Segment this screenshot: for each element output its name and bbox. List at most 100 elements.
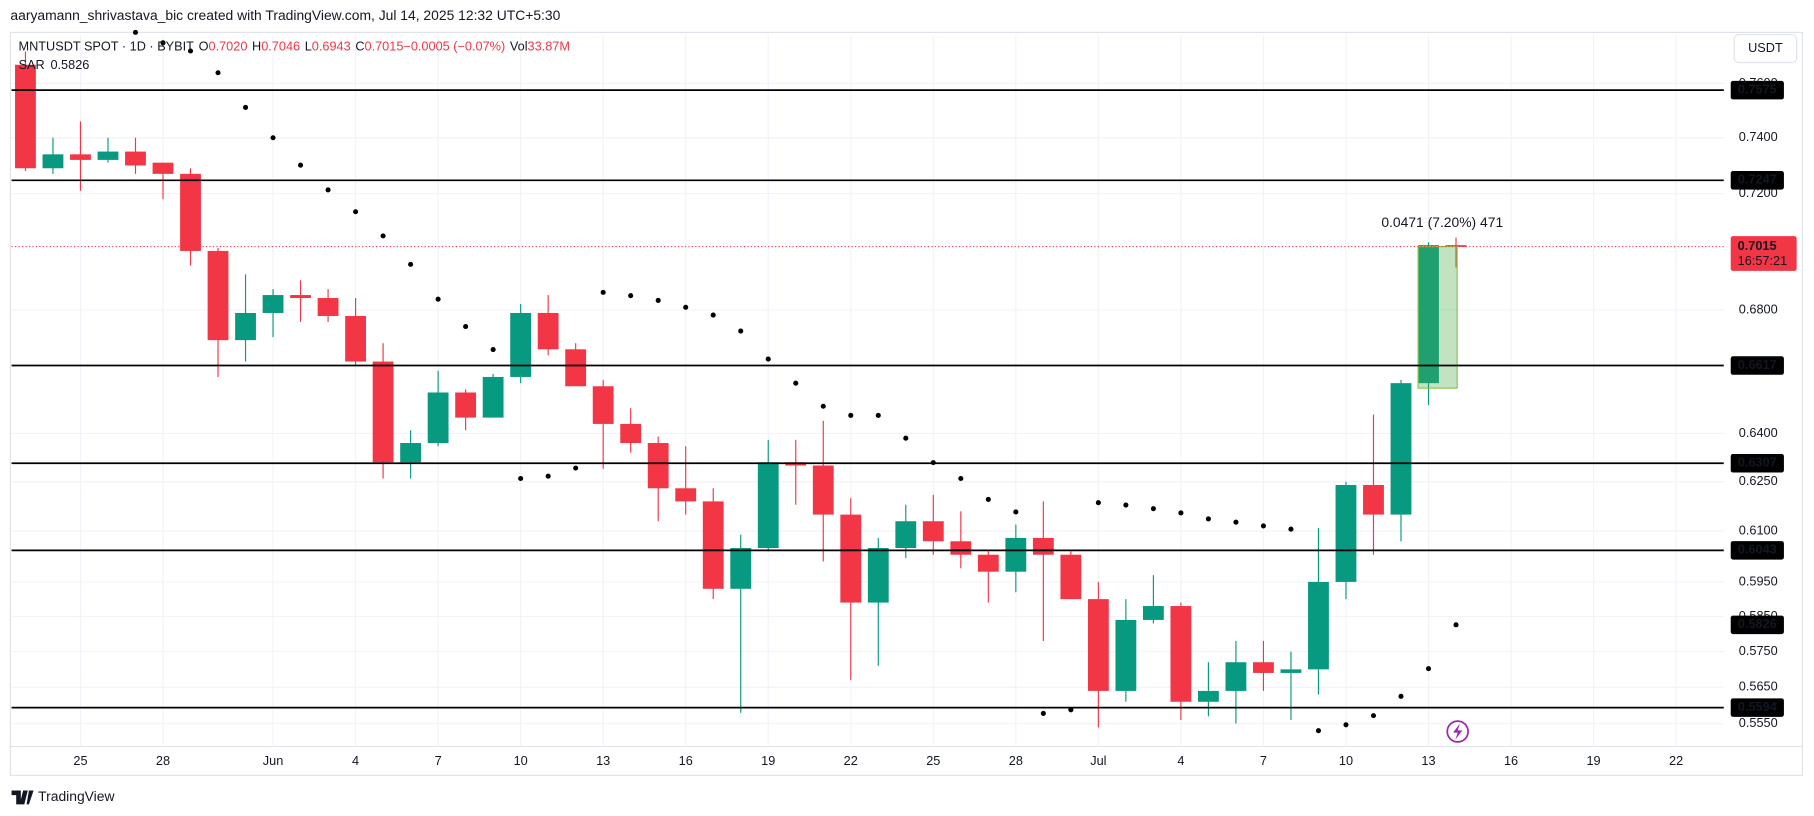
candle-body — [125, 151, 146, 166]
candle-body — [482, 376, 504, 418]
candle-body — [1418, 245, 1439, 384]
currency[interactable]: USDT — [1748, 40, 1783, 55]
legend-key: H — [252, 39, 261, 54]
candle-body — [262, 295, 284, 313]
x-tick-label: 4 — [1177, 753, 1184, 768]
sar-dot — [325, 187, 331, 193]
legend-row: MNTUSDT SPOT · 1D · BYBIT O0.7020 H0.7046 L… — [19, 39, 570, 54]
candle-body — [702, 501, 724, 589]
level-tag — [1730, 541, 1784, 560]
event-bolt — [1453, 723, 1463, 740]
sar-tag — [1730, 615, 1784, 635]
sar-dot — [1453, 622, 1459, 628]
x-tick-label: Jul — [1090, 753, 1106, 768]
candle-body — [345, 315, 366, 362]
level-label: 0.7575 — [1738, 82, 1777, 97]
candle-body — [675, 488, 697, 502]
candle-body — [1060, 554, 1082, 600]
sar-dot — [160, 40, 166, 46]
candle-body — [1445, 245, 1467, 247]
sar-name: SAR — [19, 57, 45, 72]
countdown: 16:57:21 — [1738, 253, 1788, 268]
price-label: 0.7015 — [1738, 238, 1777, 253]
candle-body — [455, 392, 477, 418]
candle-body — [372, 361, 394, 463]
candle-body — [620, 423, 642, 444]
currency-button[interactable] — [1733, 34, 1798, 64]
candle-body — [97, 151, 119, 160]
overlays: 0.0471 (7.20%) 471 0.7575 0.7247 0.6617 0.63… — [11, 80, 1797, 717]
legend-key: C — [355, 39, 364, 54]
sar-dot — [1095, 500, 1101, 506]
x-tick-label: 7 — [435, 753, 442, 768]
legend-value: 0.7020 — [208, 39, 247, 54]
candle-body — [1142, 606, 1164, 620]
x-tick-label: 25 — [926, 753, 940, 768]
x-tick-label: 13 — [596, 753, 610, 768]
sar-dot — [1040, 710, 1046, 716]
candle-body — [180, 173, 201, 251]
candle-body — [1335, 485, 1357, 582]
y-tick-label: 0.5550 — [1739, 715, 1778, 730]
x-tick-label: 28 — [1009, 753, 1023, 768]
sar-dot — [738, 328, 744, 334]
level-label: 0.6617 — [1738, 357, 1777, 372]
sar-dot — [1425, 666, 1432, 672]
legend-key: O — [199, 39, 209, 54]
measure-label: 0.0471 (7.20%) 471 — [1381, 214, 1503, 230]
sar-dot — [1013, 509, 1019, 515]
y-tick-label: 0.5750 — [1739, 643, 1778, 658]
sar-dot — [985, 496, 991, 502]
sar-dot — [1123, 502, 1129, 508]
level-tag — [1730, 171, 1784, 190]
y-tick-label: 0.6800 — [1739, 301, 1778, 316]
candle-body — [1225, 662, 1247, 691]
candle-body — [1170, 606, 1192, 702]
candle-body — [1032, 537, 1054, 555]
sar-dot — [1370, 713, 1377, 719]
level-tag — [1730, 454, 1784, 473]
candle-body — [235, 312, 256, 341]
candle-body — [647, 443, 669, 489]
y-tick-label: 0.6400 — [1739, 425, 1778, 440]
legend-key: Vol — [510, 39, 528, 54]
x-tick-label: 10 — [514, 753, 528, 768]
sar-dot — [655, 297, 661, 303]
frame — [9, 31, 1804, 777]
marks — [15, 29, 1467, 734]
candle-body — [565, 349, 587, 387]
x-tick-label: 7 — [1260, 753, 1267, 768]
candle-body — [1005, 537, 1027, 572]
legend-value: 0.6943 — [312, 39, 351, 54]
y-tick-label: 0.6250 — [1739, 473, 1778, 488]
sar-dot — [628, 293, 634, 299]
legend-key: L — [305, 39, 312, 54]
sar-dot — [298, 162, 304, 168]
candle-body — [1087, 599, 1109, 691]
x-tick-label: 10 — [1339, 753, 1353, 768]
watermark: aaryamann_shrivastava_bic created with T… — [10, 7, 560, 23]
candle-body — [1280, 669, 1302, 673]
sar-dot — [215, 70, 221, 76]
level-label: 0.5594 — [1738, 699, 1777, 714]
sar-dot — [848, 412, 854, 418]
sar-dot — [1315, 728, 1322, 734]
sar-dot — [490, 347, 496, 353]
sar-dot — [518, 475, 524, 482]
legend-value: 0.7046 — [261, 39, 300, 54]
legend-value: 33.87M — [528, 39, 570, 54]
sar-tag-label: 0.5826 — [1738, 616, 1777, 631]
sar-dot — [463, 323, 469, 330]
candle-body — [840, 514, 862, 603]
sar-dot — [1398, 693, 1404, 699]
sar-dot — [353, 209, 359, 215]
sar-dot — [408, 261, 414, 267]
candle-body — [592, 386, 614, 424]
y-tick-label: 0.5650 — [1739, 679, 1778, 694]
sar-dot — [875, 412, 881, 418]
brand: TradingView — [38, 788, 115, 804]
sar-dot — [132, 29, 139, 35]
level-label: 0.7247 — [1738, 172, 1777, 187]
